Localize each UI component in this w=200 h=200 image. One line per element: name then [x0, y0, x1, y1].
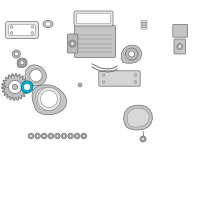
- Circle shape: [37, 87, 61, 111]
- Circle shape: [69, 40, 76, 47]
- Polygon shape: [121, 45, 142, 63]
- Circle shape: [126, 48, 138, 60]
- Circle shape: [81, 133, 87, 139]
- Circle shape: [69, 135, 72, 137]
- Polygon shape: [127, 108, 149, 127]
- Circle shape: [23, 83, 31, 91]
- Circle shape: [18, 59, 26, 67]
- Circle shape: [21, 81, 33, 93]
- Ellipse shape: [43, 20, 53, 28]
- Circle shape: [178, 45, 181, 48]
- Circle shape: [28, 133, 34, 139]
- Circle shape: [31, 32, 34, 34]
- Circle shape: [41, 91, 57, 107]
- Circle shape: [12, 50, 20, 58]
- Circle shape: [71, 42, 74, 45]
- Circle shape: [142, 138, 144, 140]
- Polygon shape: [17, 58, 27, 68]
- FancyBboxPatch shape: [77, 13, 110, 24]
- Polygon shape: [125, 48, 139, 61]
- FancyBboxPatch shape: [174, 39, 186, 54]
- Circle shape: [2, 85, 6, 88]
- Circle shape: [55, 133, 60, 139]
- Circle shape: [102, 81, 105, 83]
- FancyBboxPatch shape: [9, 24, 35, 36]
- FancyBboxPatch shape: [74, 11, 113, 26]
- Polygon shape: [32, 85, 67, 115]
- Circle shape: [36, 135, 39, 137]
- Circle shape: [10, 32, 13, 34]
- FancyBboxPatch shape: [6, 22, 38, 38]
- FancyBboxPatch shape: [173, 24, 188, 37]
- Circle shape: [12, 84, 18, 90]
- Circle shape: [140, 136, 146, 142]
- Circle shape: [63, 135, 65, 137]
- Circle shape: [61, 133, 67, 139]
- Circle shape: [56, 135, 59, 137]
- Circle shape: [41, 133, 47, 139]
- Circle shape: [35, 133, 40, 139]
- Circle shape: [79, 84, 81, 86]
- Circle shape: [20, 61, 24, 65]
- Circle shape: [177, 44, 183, 49]
- Polygon shape: [2, 74, 28, 100]
- Circle shape: [31, 26, 34, 28]
- Circle shape: [78, 83, 82, 87]
- Circle shape: [8, 80, 22, 94]
- Circle shape: [134, 81, 137, 83]
- Circle shape: [10, 26, 13, 28]
- Circle shape: [129, 51, 135, 57]
- Polygon shape: [36, 87, 60, 111]
- Circle shape: [30, 70, 42, 82]
- Circle shape: [14, 52, 18, 56]
- Polygon shape: [29, 68, 43, 83]
- Circle shape: [76, 135, 79, 137]
- Circle shape: [68, 133, 73, 139]
- Circle shape: [3, 86, 5, 87]
- Circle shape: [43, 135, 46, 137]
- Circle shape: [30, 135, 32, 137]
- Circle shape: [49, 135, 52, 137]
- FancyBboxPatch shape: [74, 25, 116, 58]
- Ellipse shape: [45, 22, 51, 26]
- Circle shape: [48, 133, 54, 139]
- Circle shape: [74, 133, 80, 139]
- Circle shape: [102, 74, 105, 76]
- FancyBboxPatch shape: [67, 34, 78, 53]
- Polygon shape: [25, 65, 46, 86]
- Polygon shape: [124, 105, 152, 130]
- Circle shape: [134, 74, 137, 76]
- Circle shape: [82, 135, 85, 137]
- FancyBboxPatch shape: [99, 71, 140, 86]
